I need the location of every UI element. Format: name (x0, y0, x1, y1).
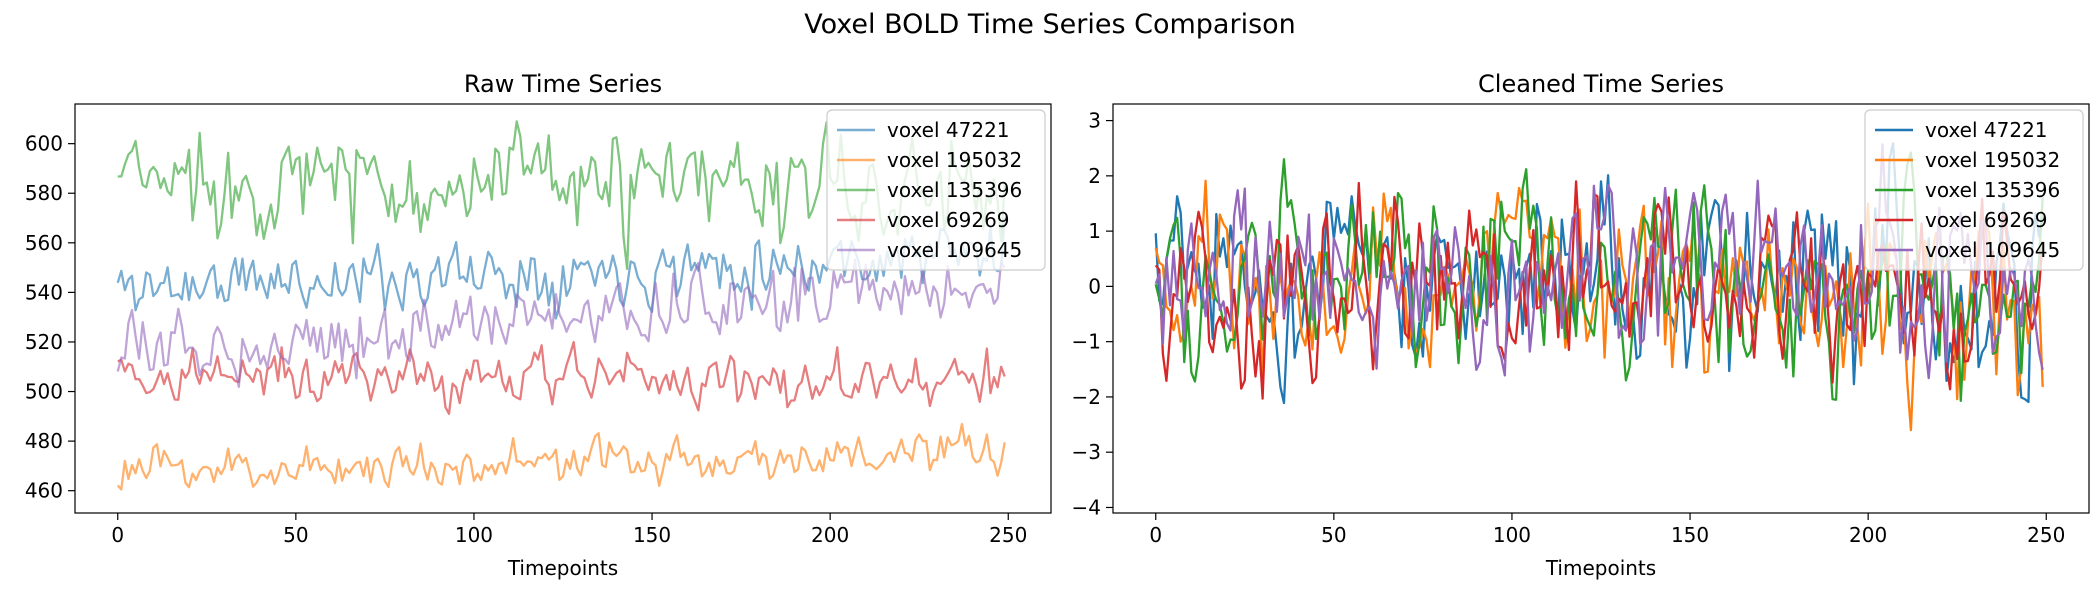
x-tick-label: 250 (989, 523, 1027, 547)
series-line-voxel-69269 (117, 340, 1006, 415)
x-tick-label: 200 (811, 523, 849, 547)
x-tick-label: 150 (1671, 523, 1709, 547)
y-tick-label: −3 (1072, 440, 1101, 464)
cleaned-time-series-panel: Cleaned Time Series Timepoints 0 50 100 150… (1072, 70, 2090, 580)
x-tick-label: 150 (633, 523, 671, 547)
legend-label: voxel 135396 (1925, 178, 2060, 202)
legend-label: voxel 109645 (1925, 238, 2060, 262)
y-tick-label: 580 (25, 181, 63, 205)
raw-time-series-panel: Raw Time Series Timepoints 0 50 100 150 200 2… (25, 70, 1052, 580)
x-tick-label: 250 (2027, 523, 2065, 547)
series-line-voxel-69269 (1154, 180, 2044, 400)
legend-label: voxel 69269 (887, 208, 1010, 232)
y-tick-label: −2 (1072, 385, 1101, 409)
x-tick-label: 0 (111, 523, 124, 547)
legend-box (1864, 109, 2084, 271)
legend-label: voxel 109645 (887, 238, 1022, 262)
x-tick-label: 50 (1321, 523, 1346, 547)
legend-label: voxel 47221 (1925, 118, 2048, 142)
x-axis-label: Timepoints (507, 556, 618, 580)
y-tick-label: 1 (1088, 219, 1101, 243)
x-tick-label: 100 (1493, 523, 1531, 547)
y-tick-label: −4 (1072, 495, 1101, 519)
series-line-voxel-109645 (116, 258, 1006, 388)
x-axis-label: Timepoints (1545, 556, 1656, 580)
y-tick-label: 520 (25, 330, 63, 354)
legend-label: voxel 195032 (887, 148, 1022, 172)
x-tick-label: 0 (1149, 523, 1162, 547)
series-line-voxel-195032 (116, 422, 1006, 491)
y-tick-label: −1 (1072, 330, 1101, 354)
y-tick-label: 2 (1088, 164, 1101, 188)
panel-title: Cleaned Time Series (1478, 70, 1724, 98)
legend-label: voxel 47221 (887, 118, 1010, 142)
x-tick-label: 200 (1849, 523, 1887, 547)
legend: voxel 47221 voxel 195032 voxel 135396 voxel… (1864, 109, 2084, 271)
y-tick-label: 0 (1088, 274, 1101, 298)
y-tick-label: 600 (25, 132, 63, 156)
y-tick-label: 3 (1088, 109, 1101, 133)
legend: voxel 47221 voxel 195032 voxel 135396 voxel… (826, 109, 1046, 271)
panel-title: Raw Time Series (464, 70, 662, 98)
y-tick-label: 500 (25, 380, 63, 404)
axes-frame (74, 103, 1052, 514)
y-tick-label: 540 (25, 280, 63, 304)
legend-box (826, 109, 1046, 271)
figure-title: Voxel BOLD Time Series Comparison (804, 9, 1296, 40)
y-tick-label: 480 (25, 429, 63, 453)
legend-label: voxel 69269 (1925, 208, 2048, 232)
legend-label: voxel 195032 (1925, 148, 2060, 172)
x-tick-label: 50 (283, 523, 308, 547)
legend-label: voxel 135396 (887, 178, 1022, 202)
axes-frame (1112, 103, 2090, 514)
x-tick-label: 100 (455, 523, 493, 547)
y-tick-label: 560 (25, 231, 63, 255)
y-tick-label: 460 (25, 479, 63, 503)
